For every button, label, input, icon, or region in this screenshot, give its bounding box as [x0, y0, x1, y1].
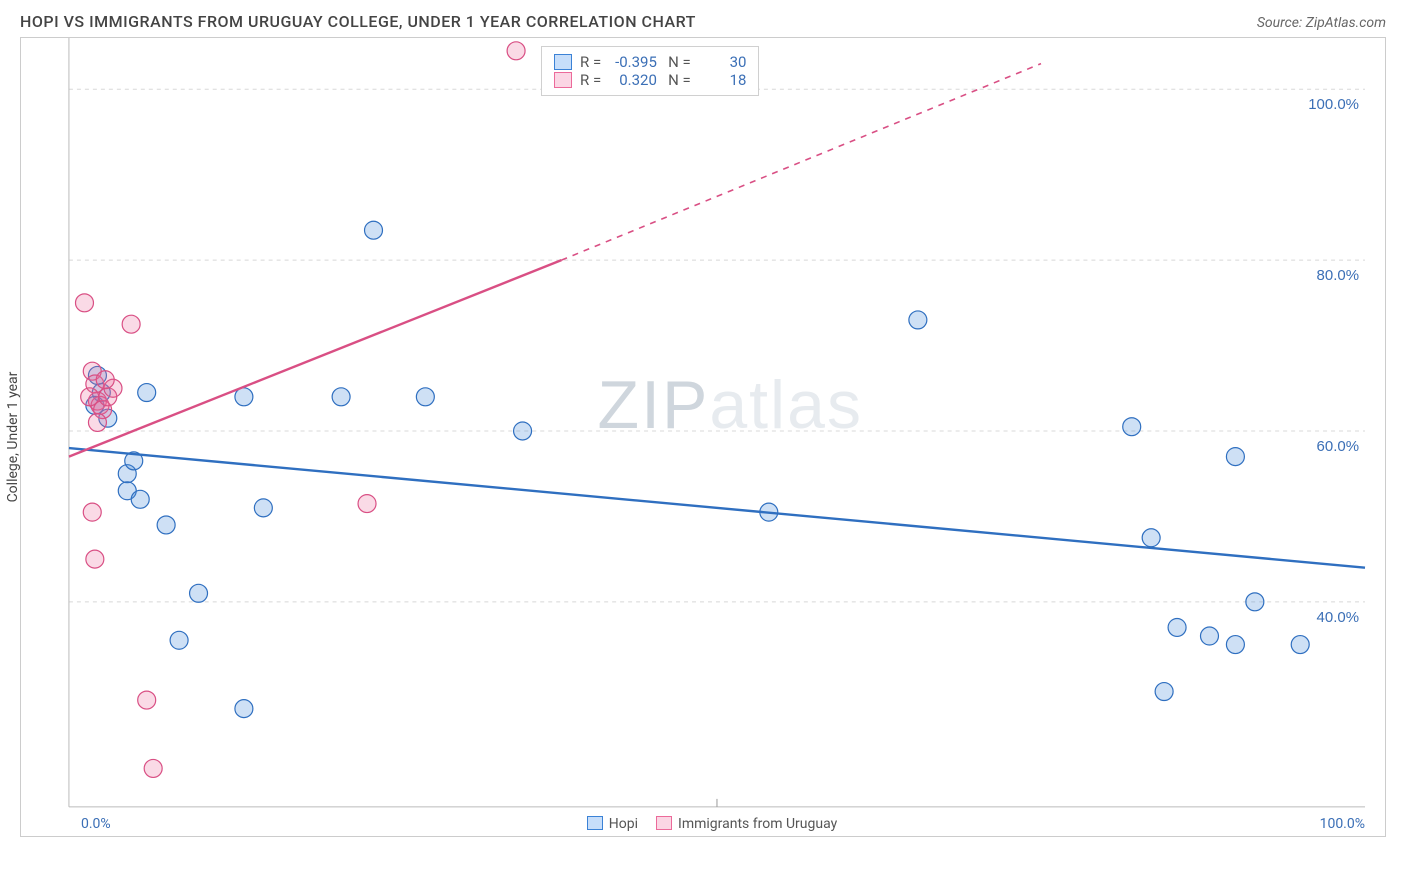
source-label: Source: ZipAtlas.com: [1257, 15, 1386, 31]
svg-text:40.0%: 40.0%: [1317, 609, 1359, 626]
stat-row: R = 0.320 N = 18: [554, 71, 746, 89]
stat-row: R = -0.395 N = 30: [554, 53, 746, 71]
svg-text:60.0%: 60.0%: [1317, 438, 1359, 455]
x-tick-max: 100.0%: [1320, 816, 1365, 832]
y-axis-label: College, Under 1 year: [5, 372, 21, 503]
chart-title: HOPI VS IMMIGRANTS FROM URUGUAY COLLEGE,…: [20, 12, 696, 31]
chart-container: College, Under 1 year 40.0%60.0%80.0%100…: [20, 37, 1386, 837]
svg-text:80.0%: 80.0%: [1317, 267, 1359, 284]
scatter-plot: 40.0% 60.0% 80.0% 100.0%: [21, 38, 1385, 837]
correlation-stat-box: R = -0.395 N = 30R = 0.320 N = 18: [541, 46, 759, 96]
x-axis-labels: 0.0% 100.0%: [81, 816, 1365, 832]
x-tick-min: 0.0%: [81, 816, 111, 832]
svg-text:100.0%: 100.0%: [1308, 96, 1359, 113]
